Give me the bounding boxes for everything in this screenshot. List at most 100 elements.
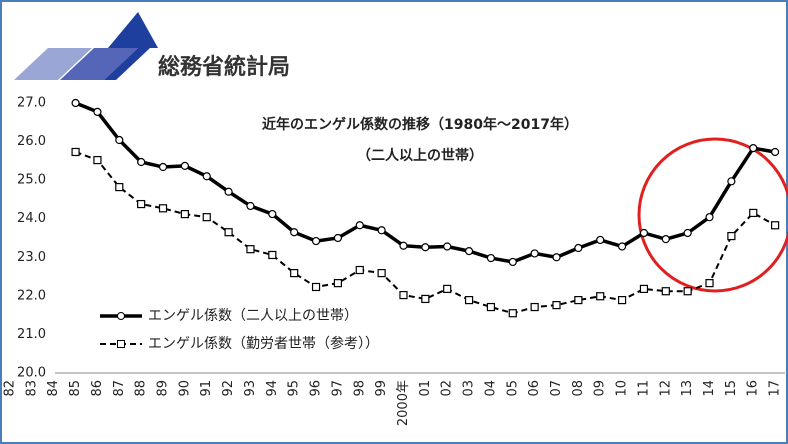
point <box>355 221 364 230</box>
point <box>158 162 168 172</box>
point <box>399 241 408 250</box>
point <box>137 199 146 209</box>
point <box>137 157 146 167</box>
logo <box>14 12 158 80</box>
point <box>290 269 299 278</box>
x-tick-label: 95 <box>287 380 302 397</box>
point <box>377 269 386 278</box>
point <box>574 296 583 305</box>
x-tick-label: 90 <box>177 380 192 397</box>
y-tick-label: 26.0 <box>17 134 46 149</box>
x-tick-label: 02 <box>440 380 455 397</box>
point <box>749 144 758 153</box>
x-tick-label: 12 <box>658 380 673 397</box>
x-tick-label: 92 <box>221 380 236 397</box>
x-tick-label: 99 <box>374 380 389 397</box>
y-tick-label: 20.0 <box>17 366 46 381</box>
y-tick-label: 24.0 <box>17 211 46 226</box>
point <box>311 236 321 246</box>
x-tick-label: 82 <box>3 380 18 397</box>
point <box>683 228 692 238</box>
point <box>246 245 255 254</box>
point <box>508 257 517 267</box>
point <box>749 208 758 218</box>
x-tick-label: 10 <box>615 380 630 397</box>
y-tick-label: 22.0 <box>17 288 46 303</box>
x-tick-label: 94 <box>265 380 280 397</box>
legend-label: エンゲル係数（勤労者世帯（参考）） <box>148 335 379 352</box>
x-tick-label: 86 <box>90 380 105 397</box>
x-tick-label: 84 <box>46 380 61 397</box>
x-tick-label: 98 <box>352 380 367 397</box>
point <box>464 296 474 305</box>
x-tick-label: 14 <box>702 380 717 397</box>
point <box>268 250 277 260</box>
chart-subtitle: （二人以上の世帯） <box>357 147 483 164</box>
x-tick-label: 83 <box>24 380 39 397</box>
point <box>399 290 408 300</box>
point <box>443 242 452 251</box>
point <box>486 253 496 263</box>
point <box>683 287 692 296</box>
legend-marker <box>117 340 125 348</box>
x-tick-label: 09 <box>593 380 608 397</box>
highlight-circle <box>637 137 788 293</box>
point <box>224 187 233 196</box>
x-tick-label: 07 <box>549 380 564 397</box>
point <box>224 228 233 237</box>
x-tick-label: 16 <box>746 380 761 397</box>
point <box>290 228 299 237</box>
y-tick-label: 25.0 <box>17 173 46 188</box>
series-line <box>75 151 776 315</box>
point <box>421 294 430 304</box>
chart-title: 近年のエンゲル係数の推移（1980年～2017年） <box>262 116 578 133</box>
point <box>508 309 517 318</box>
x-tick-label: 11 <box>636 380 651 397</box>
x-tick-label: 15 <box>724 380 739 397</box>
x-tick-label: 06 <box>527 380 542 397</box>
x-tick-label: 97 <box>330 380 345 397</box>
x-tick-label: 05 <box>505 380 520 397</box>
point <box>530 249 539 258</box>
y-tick-label: 23.0 <box>17 250 46 265</box>
point <box>661 287 670 296</box>
point <box>486 302 496 312</box>
x-tick-label: 08 <box>571 380 586 397</box>
point <box>202 213 211 222</box>
point <box>770 147 780 157</box>
point <box>93 107 102 116</box>
x-tick-label: 87 <box>112 380 127 397</box>
point <box>639 284 649 294</box>
x-tick-label: 03 <box>462 380 477 397</box>
point <box>333 233 342 243</box>
legend-marker <box>117 312 125 320</box>
point <box>574 243 583 253</box>
point <box>596 292 605 301</box>
x-tick-label: 91 <box>199 380 214 397</box>
point <box>727 177 736 186</box>
point <box>530 302 539 312</box>
point <box>355 265 364 275</box>
point <box>705 279 714 288</box>
legend-label: エンゲル係数（二人以上の世帯） <box>148 308 358 324</box>
point <box>617 242 627 251</box>
point <box>158 204 168 213</box>
x-tick-label: 04 <box>483 380 498 397</box>
point <box>71 98 80 108</box>
x-tick-label: 85 <box>68 380 83 397</box>
x-tick-label: 13 <box>680 380 695 397</box>
point <box>71 147 80 157</box>
x-tick-label: 01 <box>418 380 433 397</box>
point <box>180 209 189 219</box>
point <box>727 231 736 241</box>
x-tick-label: 88 <box>134 380 149 397</box>
x-tick-label: 2000年 <box>396 380 411 426</box>
x-tick-label: 93 <box>243 380 258 397</box>
point <box>246 201 255 211</box>
x-tick-label: 96 <box>309 380 324 397</box>
point <box>377 226 386 235</box>
point <box>705 213 714 222</box>
point <box>115 135 124 145</box>
